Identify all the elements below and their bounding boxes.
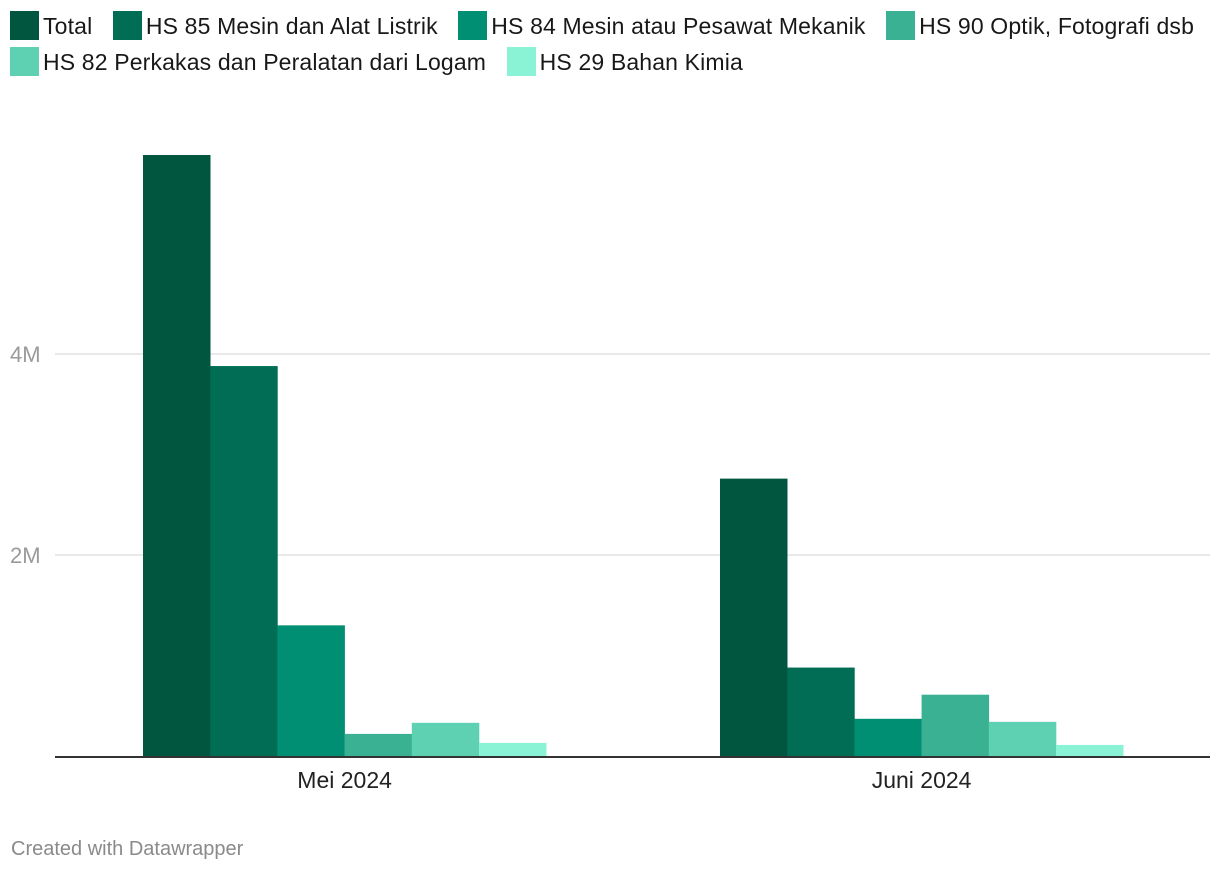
bar — [720, 478, 788, 756]
bar — [344, 733, 413, 756]
legend: Total HS 85 Mesin dan Alat Listrik HS 84… — [10, 8, 1210, 80]
legend-item-4: HS 82 Perkakas dan Peralatan dari Logam — [10, 47, 487, 76]
legend-item-2: HS 84 Mesin atau Pesawat Mekanik — [458, 11, 866, 40]
legend-swatch — [10, 47, 39, 76]
legend-label: HS 84 Mesin atau Pesawat Mekanik — [491, 13, 866, 39]
bar-chart: 2M 4M Mei 2024 Juni 2024 — [10, 155, 1210, 793]
legend-item-3: HS 90 Optik, Fotografi dsb — [886, 11, 1195, 40]
legend-swatch — [458, 11, 488, 40]
bar — [479, 742, 547, 756]
legend-item-5: HS 29 Bahan Kimia — [506, 47, 743, 76]
y-tick-label: 4M — [10, 342, 41, 367]
legend-swatch — [10, 11, 39, 40]
bar — [411, 722, 480, 756]
bar — [854, 718, 922, 756]
y-tick-label: 2M — [10, 543, 41, 568]
legend-item-1: HS 85 Mesin dan Alat Listrik — [112, 11, 438, 40]
footer-credit: Created with Datawrapper — [11, 838, 244, 860]
legend-swatch — [112, 11, 142, 40]
bar — [988, 721, 1057, 756]
bar — [1056, 744, 1124, 756]
legend-item-0: Total — [10, 11, 93, 40]
bar — [277, 625, 345, 756]
bar — [210, 366, 278, 756]
bar — [143, 155, 211, 756]
bar — [787, 667, 855, 756]
x-tick-label: Juni 2024 — [872, 767, 972, 793]
legend-label: HS 29 Bahan Kimia — [539, 49, 743, 75]
legend-label: HS 82 Perkakas dan Peralatan dari Logam — [43, 49, 487, 75]
x-tick-label: Mei 2024 — [297, 767, 392, 793]
bar — [921, 694, 990, 756]
legend-label: HS 90 Optik, Fotografi dsb — [919, 13, 1195, 39]
legend-swatch — [886, 11, 916, 40]
legend-label: HS 85 Mesin dan Alat Listrik — [145, 13, 438, 39]
legend-swatch — [506, 47, 536, 76]
legend-label: Total — [43, 13, 93, 39]
